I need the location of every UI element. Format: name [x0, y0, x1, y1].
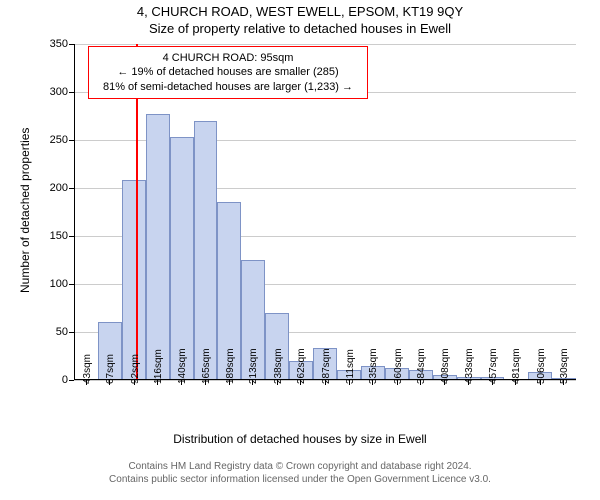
- title-address: 4, CHURCH ROAD, WEST EWELL, EPSOM, KT19 …: [0, 4, 600, 19]
- annotation-line1: 4 CHURCH ROAD: 95sqm: [97, 51, 359, 65]
- histogram-bar: [146, 114, 170, 380]
- y-tick-label: 350: [50, 38, 68, 50]
- y-tick-mark: [69, 380, 74, 381]
- annotation-line3: 81% of semi-detached houses are larger (…: [97, 80, 359, 94]
- x-axis-title: Distribution of detached houses by size …: [0, 432, 600, 446]
- title-subtitle: Size of property relative to detached ho…: [0, 21, 600, 36]
- gridline: [74, 44, 576, 45]
- footer-line1: Contains HM Land Registry data © Crown c…: [0, 460, 600, 473]
- y-tick-label: 150: [50, 230, 68, 242]
- y-tick-label: 200: [50, 182, 68, 194]
- chart-container: 4, CHURCH ROAD, WEST EWELL, EPSOM, KT19 …: [0, 0, 600, 500]
- y-axis-line: [74, 44, 75, 380]
- annotation-box: 4 CHURCH ROAD: 95sqm ← 19% of detached h…: [88, 46, 368, 99]
- y-tick-label: 50: [56, 326, 68, 338]
- footer: Contains HM Land Registry data © Crown c…: [0, 460, 600, 486]
- histogram-bar: [122, 180, 146, 380]
- y-axis-title: Number of detached properties: [18, 128, 32, 293]
- y-tick-label: 0: [62, 374, 68, 386]
- footer-line2: Contains public sector information licen…: [0, 473, 600, 486]
- y-tick-label: 100: [50, 278, 68, 290]
- histogram-bar: [194, 121, 218, 380]
- title-block: 4, CHURCH ROAD, WEST EWELL, EPSOM, KT19 …: [0, 4, 600, 36]
- histogram-bar: [170, 137, 194, 380]
- y-tick-label: 300: [50, 86, 68, 98]
- y-tick-label: 250: [50, 134, 68, 146]
- annotation-line2: ← 19% of detached houses are smaller (28…: [97, 65, 359, 79]
- x-axis-line: [74, 379, 576, 380]
